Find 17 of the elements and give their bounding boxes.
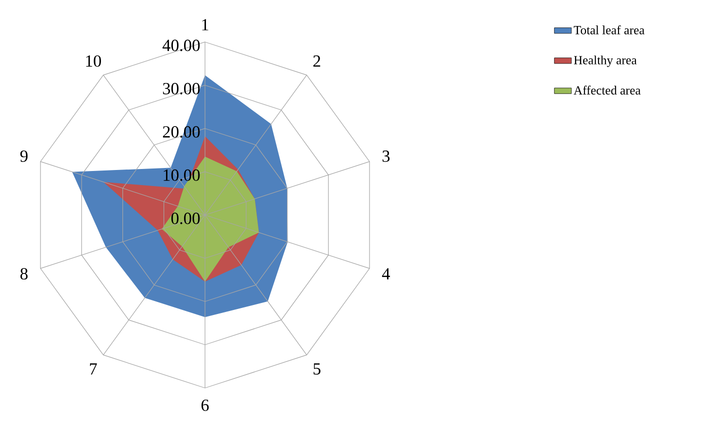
spoke-label: 2 (313, 55, 320, 67)
legend-label: Total leaf area (574, 25, 644, 34)
legend-label: Healthy area (574, 56, 637, 67)
y-tick-label: 30.00 (163, 82, 200, 94)
spoke-label: 4 (382, 268, 390, 280)
y-tick-label: 40.00 (162, 40, 200, 52)
spoke-label: 10 (86, 55, 101, 67)
spoke-label: 7 (90, 363, 97, 374)
spoke-label: 8 (20, 268, 28, 280)
spoke-label: 1 (202, 19, 208, 30)
spoke-label: 3 (382, 150, 390, 162)
legend-label: Affected area (574, 86, 641, 95)
y-tick-label: 0.00 (171, 212, 200, 224)
spoke-label: 6 (202, 400, 209, 411)
spoke-label: 5 (314, 363, 320, 375)
spoke-label: 9 (20, 150, 28, 162)
y-tick-label: 10.00 (164, 169, 200, 181)
